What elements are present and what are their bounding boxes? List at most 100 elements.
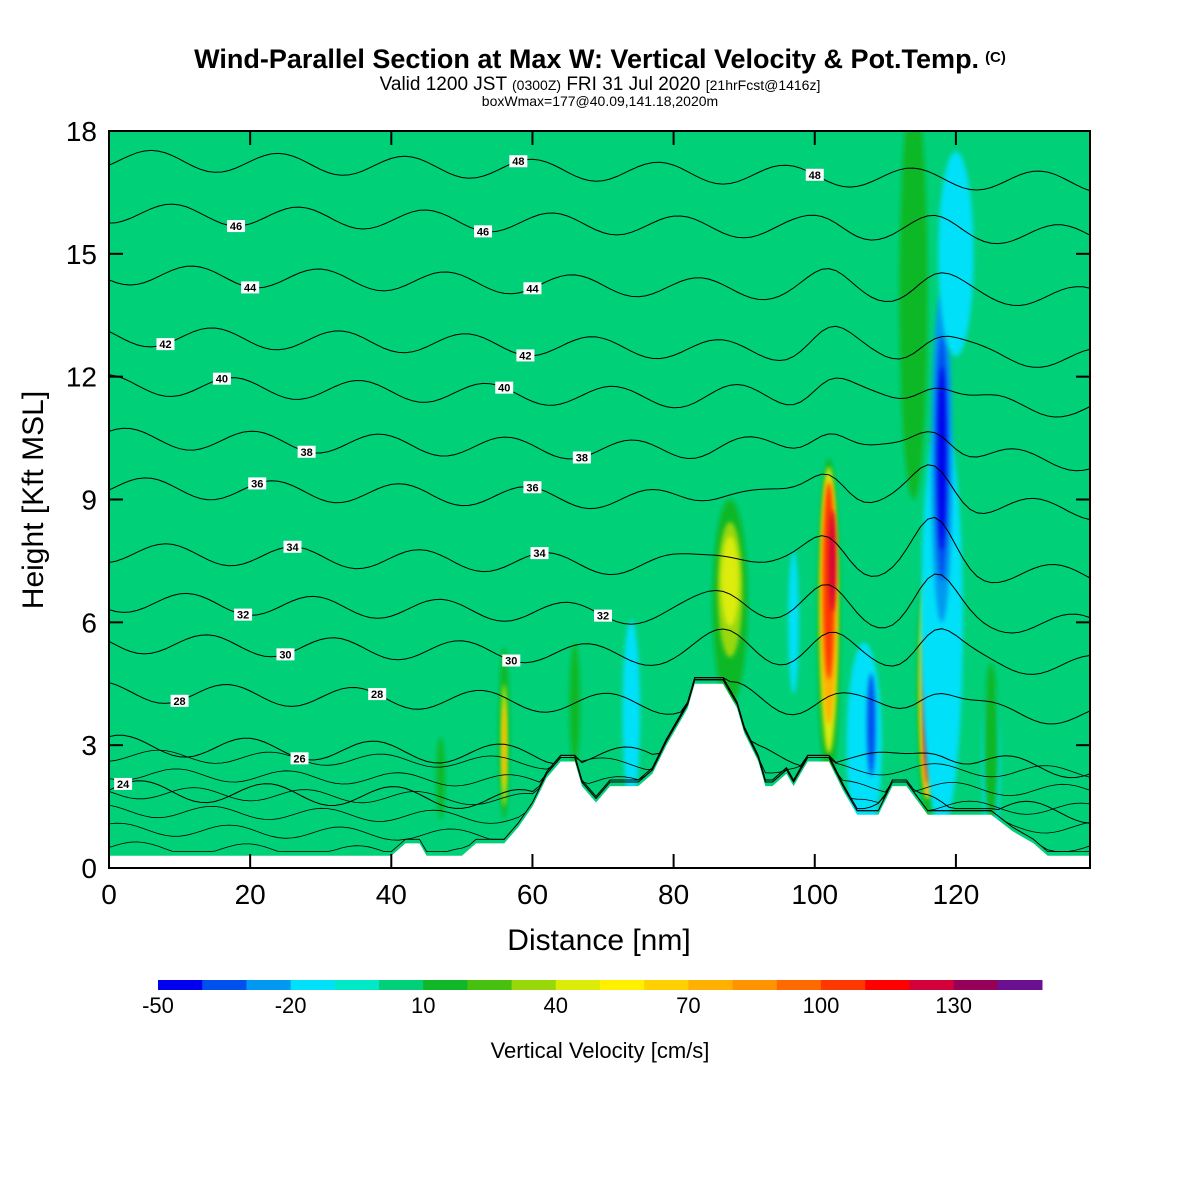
theta-contour-36 [109, 464, 1090, 521]
theta-contour-24 [109, 677, 1090, 824]
colorbar-label: 100 [803, 993, 840, 1018]
colorbar-swatch [688, 980, 734, 990]
colorbar-swatch [467, 980, 513, 990]
theta-label-bg [156, 338, 175, 351]
theta-label-bg [516, 349, 535, 362]
copyright-mark: (C) [985, 49, 1006, 66]
w-cell-1 [119, 274, 184, 684]
theta-label-bg [248, 477, 267, 490]
colorbar-swatch [158, 980, 203, 990]
colorbar-swatch [334, 980, 380, 990]
theta-label-bg [170, 694, 189, 707]
x-tick-label: 60 [517, 879, 548, 910]
theta-label-bg [227, 220, 246, 233]
theta-label-bg [502, 654, 521, 667]
x-tick-label: 0 [101, 879, 117, 910]
x-tick-label: 80 [658, 879, 689, 910]
w-cell-37 [937, 366, 946, 551]
w-cell-2 [246, 417, 282, 828]
theta-label-bg [495, 381, 514, 394]
colorbar-label: 40 [544, 993, 568, 1018]
colorbar-swatch [909, 980, 955, 990]
theta-label-36: 36 [251, 478, 263, 490]
vertical-velocity-field [109, 131, 1009, 848]
theta-contour-34 [109, 516, 1090, 584]
y-tick-label: 15 [66, 239, 97, 270]
theta-contour-42 [109, 325, 1090, 368]
colorbar-title: Vertical Velocity [cm/s] [491, 1038, 710, 1063]
colorbar-swatch [202, 980, 247, 990]
theta-label-bg [523, 481, 542, 494]
theta-label-40: 40 [216, 374, 228, 386]
theta-label-28: 28 [371, 689, 383, 701]
theta-label-44: 44 [526, 283, 539, 295]
colorbar-label: -50 [142, 993, 174, 1018]
theta-label-bg [283, 540, 302, 553]
x-tick-label: 120 [933, 879, 980, 910]
w-cell-20 [788, 550, 799, 694]
theta-contour-26 [109, 677, 1090, 779]
w-cell-0 [109, 131, 173, 234]
theta-label-bg [368, 688, 387, 701]
theta-label-bg [241, 281, 260, 294]
colorbar-swatch [246, 980, 292, 990]
colorbar-label: 130 [935, 993, 972, 1018]
colorbar-label: -20 [275, 993, 307, 1018]
w-cell-4 [521, 171, 544, 746]
theta-label-32: 32 [597, 611, 609, 623]
theta-contour-44 [109, 265, 1090, 307]
theta-label-bg [114, 777, 133, 790]
colorbar-swatch [511, 980, 557, 990]
theta-label-30: 30 [279, 649, 291, 661]
theta-label-bg [509, 155, 528, 168]
theta-contour-minor [109, 679, 1090, 778]
theta-label-44: 44 [244, 282, 257, 294]
chart-subtitle: Valid 1200 JST (0300Z) FRI 31 Jul 2020 [… [0, 74, 1200, 96]
theta-contour-38 [109, 427, 1090, 472]
w-cell-6 [648, 131, 671, 582]
theta-label-bg [523, 282, 542, 295]
chart-title-text: Wind-Parallel Section at Max W: Vertical… [194, 44, 980, 74]
w-cell-40 [984, 663, 999, 828]
w-cell-27 [866, 673, 876, 776]
x-axis-label: Distance [nm] [507, 924, 690, 957]
theta-label-30: 30 [505, 656, 517, 668]
colorbar-swatch [953, 980, 999, 990]
colorbar-swatch [600, 980, 645, 990]
theta-label-bg [474, 225, 493, 238]
theta-label-bg [297, 445, 316, 458]
theta-label-28: 28 [173, 696, 185, 708]
chart-title: Wind-Parallel Section at Max W: Vertical… [0, 44, 1200, 75]
theta-label-bg [594, 609, 613, 622]
colorbar-swatch [821, 980, 866, 990]
theta-contour-48 [109, 149, 1090, 192]
y-tick-label: 6 [81, 607, 97, 638]
theta-label-42: 42 [519, 350, 531, 362]
theta-contour-30 [109, 628, 1090, 675]
theta-label-bg [276, 648, 295, 661]
terrain-fill [109, 683, 1090, 868]
y-tick-label: 9 [81, 485, 97, 516]
y-tick-label: 3 [81, 730, 97, 761]
theta-contour-28 [109, 677, 1090, 725]
theta-label-32: 32 [237, 610, 249, 622]
w-cell-14 [502, 704, 506, 787]
colorbar-swatch [644, 980, 689, 990]
theta-contour-minor [109, 679, 1090, 796]
x-axis: 0 20 40 60 80 100 120 [101, 131, 979, 910]
theta-label-48: 48 [512, 156, 524, 168]
w-cell-11 [436, 736, 445, 819]
terrain [109, 683, 1090, 868]
colorbar-swatch [423, 980, 468, 990]
theta-label-bg [530, 547, 549, 560]
y-axis-label: Height [Kft MSL] [17, 391, 50, 609]
theta-label-36: 36 [526, 482, 538, 494]
colorbar-swatch [555, 980, 601, 990]
theta-label-48: 48 [809, 170, 821, 182]
valid-utc: (0300Z) [512, 77, 562, 93]
valid-time: Valid 1200 JST [379, 74, 507, 95]
potential-temperature-contours [109, 149, 1090, 853]
theta-label-40: 40 [498, 383, 510, 395]
